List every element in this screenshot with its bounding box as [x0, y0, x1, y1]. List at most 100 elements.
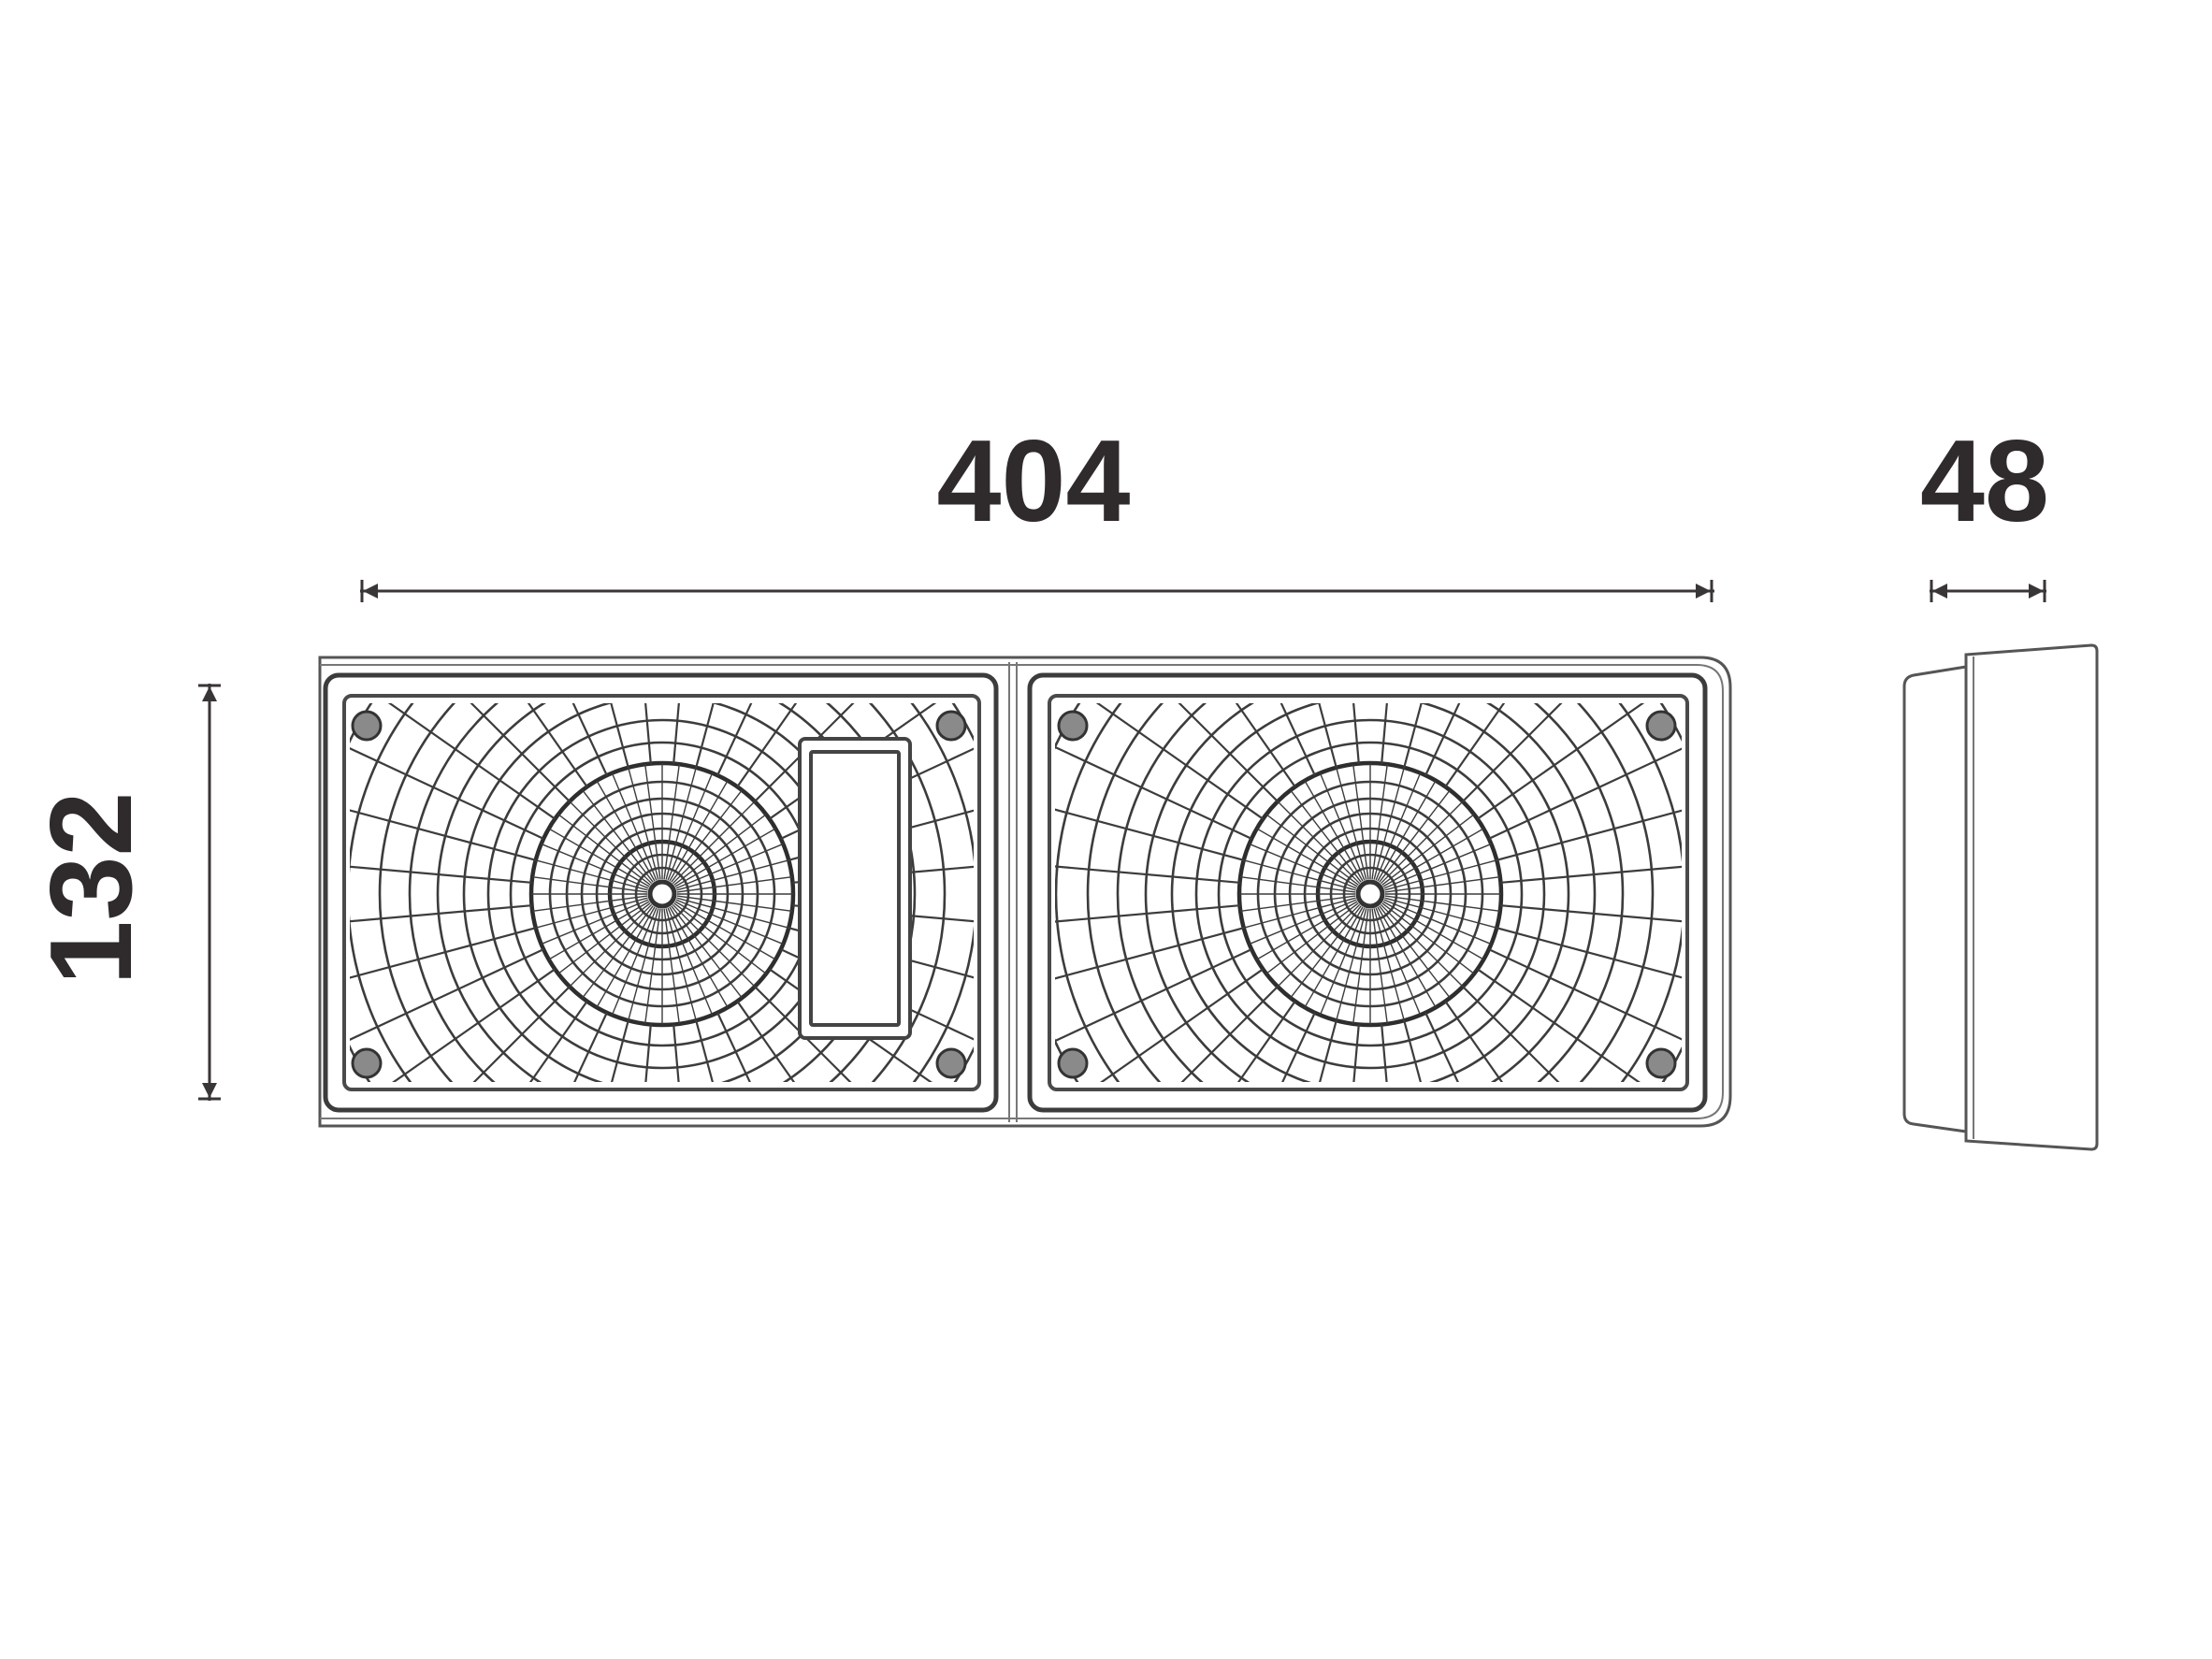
lens-spoke — [1304, 780, 1364, 882]
lens-spoke — [1319, 772, 1366, 881]
lens-spoke — [1063, 968, 1264, 1082]
lens-spoke — [695, 703, 760, 769]
lens-spoke — [671, 905, 743, 999]
lens-spoke — [397, 986, 571, 1082]
lens-spoke — [1381, 902, 1475, 974]
lens-spoke — [1375, 907, 1422, 1016]
lens-spoke — [1380, 903, 1464, 988]
lens-spoke — [1243, 859, 1356, 891]
lens-spoke — [674, 828, 776, 887]
lens-spoke — [1488, 734, 1682, 840]
lens-spoke — [1424, 703, 1530, 776]
lens-spoke — [1382, 828, 1484, 887]
lens-spoke — [673, 902, 767, 974]
left-lens-border — [342, 694, 981, 1091]
lens-spoke — [1337, 1024, 1360, 1082]
lens-spoke — [1055, 796, 1245, 861]
front-view — [318, 656, 1732, 1128]
lens-ring — [1194, 718, 1546, 1070]
lens-spoke — [676, 897, 789, 929]
depth-arrow-left — [1932, 584, 1947, 599]
lens-spoke — [532, 876, 648, 893]
lens-spoke — [557, 902, 651, 974]
lens-spoke — [675, 843, 784, 889]
side-view-lens-part — [1902, 665, 1968, 1133]
lens-ring — [408, 703, 917, 1082]
lens-spoke — [1154, 1001, 1296, 1082]
lens-spoke — [672, 1024, 696, 1082]
lens-spoke — [1375, 772, 1422, 881]
lens-spoke — [1444, 703, 1586, 787]
left-lens-hub — [647, 879, 677, 909]
lens-spoke — [350, 734, 544, 840]
lens-spoke — [557, 814, 651, 886]
lens-spoke — [354, 968, 556, 1082]
lens-spoke — [1272, 1019, 1337, 1082]
lens-spoke — [541, 843, 649, 889]
lens-spoke — [1272, 703, 1337, 769]
lens-spoke — [736, 703, 878, 787]
lens-spoke — [1210, 703, 1316, 776]
lens-spoke — [1403, 703, 1468, 769]
lens-spoke — [596, 906, 656, 1008]
height-dimension-label: 132 — [27, 792, 156, 986]
lens-spoke — [1352, 764, 1369, 880]
lens-ring — [1086, 703, 1655, 1082]
lens-spoke — [1382, 901, 1484, 960]
lens-spoke — [1384, 895, 1500, 912]
lens-spoke — [716, 703, 822, 776]
lens-spoke — [1055, 904, 1240, 928]
lens-spoke — [1371, 764, 1388, 880]
right-lens-grid — [1055, 703, 1682, 1082]
lens-spoke — [754, 986, 928, 1082]
lens-spoke — [669, 780, 729, 882]
lens-spoke — [676, 895, 792, 912]
lens-spoke — [663, 764, 680, 880]
lens-spoke — [350, 796, 537, 861]
lens-spoke — [1379, 905, 1451, 999]
lens-spoke — [397, 703, 571, 802]
right-lens-hub — [1355, 879, 1385, 909]
lens-spoke — [1105, 703, 1279, 802]
lens-spoke — [672, 903, 756, 988]
lens-spoke — [1371, 908, 1388, 1024]
right-chamber-screw-top-right — [1645, 710, 1677, 742]
lens-spoke — [564, 703, 629, 769]
lens-spoke — [502, 703, 608, 776]
lens-spoke — [675, 899, 784, 945]
lens-spoke — [665, 908, 697, 1021]
height-arrow-bottom — [202, 1083, 217, 1098]
lens-ring — [1144, 703, 1597, 1082]
lens-spoke — [1496, 796, 1682, 861]
lens-spoke — [611, 772, 658, 881]
lens-spoke — [1240, 876, 1356, 893]
lens-spoke — [754, 703, 928, 802]
lens-spoke — [446, 703, 588, 787]
lens-spoke — [671, 789, 743, 883]
lens-spoke — [1477, 703, 1678, 820]
width-arrow-right — [1696, 584, 1711, 599]
left-chamber-screw-bottom-left — [351, 1047, 383, 1079]
lens-spoke — [350, 948, 544, 1054]
width-arrow-left — [363, 584, 378, 599]
depth-dimension: 48 — [1920, 417, 2049, 602]
height-arrow-top — [202, 686, 217, 701]
lens-spoke — [1063, 703, 1264, 820]
lens-spoke — [1055, 927, 1245, 992]
lens-spoke — [672, 703, 696, 764]
lens-spoke — [532, 895, 648, 912]
lens-spoke — [1462, 986, 1636, 1082]
lens-spoke — [1055, 860, 1240, 884]
depth-dimension-label: 48 — [1920, 417, 2049, 546]
lens-ring — [1116, 703, 1625, 1082]
lens-spoke — [350, 927, 537, 992]
lens-spoke — [1403, 1019, 1468, 1082]
lens-spoke — [548, 828, 650, 887]
lens-spoke — [350, 904, 532, 928]
lens-spoke — [1488, 948, 1682, 1054]
right-chamber-screw-bottom-right — [1645, 1047, 1677, 1079]
lens-spoke — [1319, 907, 1366, 1016]
lens-spoke — [676, 859, 789, 891]
lamp-housing-inner-edge — [320, 664, 1724, 1119]
